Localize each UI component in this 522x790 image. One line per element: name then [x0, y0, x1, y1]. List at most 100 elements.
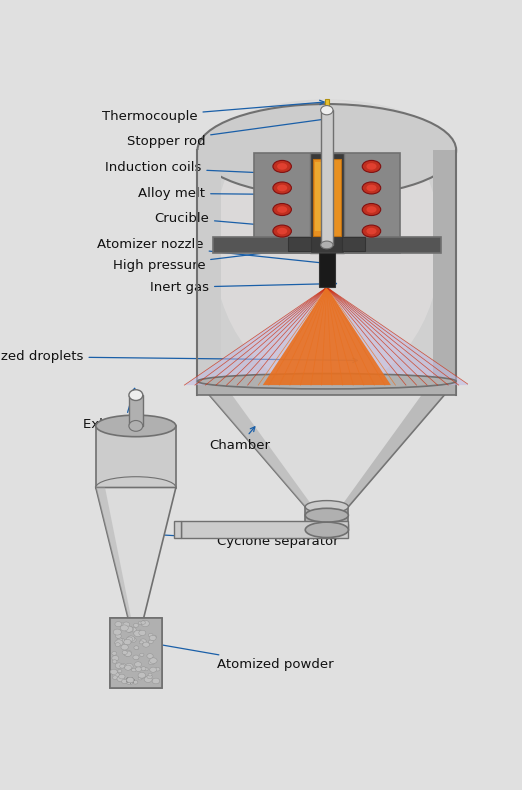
Ellipse shape — [127, 677, 134, 683]
Ellipse shape — [127, 677, 134, 683]
Ellipse shape — [147, 653, 153, 658]
Ellipse shape — [273, 204, 291, 216]
Ellipse shape — [127, 677, 134, 683]
Ellipse shape — [127, 677, 134, 683]
Ellipse shape — [362, 182, 381, 194]
Ellipse shape — [127, 677, 134, 683]
Ellipse shape — [150, 658, 157, 664]
Ellipse shape — [141, 667, 146, 671]
Ellipse shape — [127, 677, 134, 683]
Polygon shape — [263, 288, 391, 385]
Ellipse shape — [273, 182, 291, 194]
Ellipse shape — [127, 677, 134, 683]
Ellipse shape — [366, 228, 376, 235]
Ellipse shape — [112, 656, 119, 660]
Polygon shape — [342, 237, 365, 251]
Ellipse shape — [321, 241, 333, 249]
Ellipse shape — [127, 677, 134, 683]
Ellipse shape — [305, 508, 348, 522]
Ellipse shape — [127, 677, 134, 683]
Ellipse shape — [152, 678, 160, 684]
Ellipse shape — [125, 626, 133, 632]
Text: Thermocouple: Thermocouple — [102, 100, 324, 123]
Ellipse shape — [124, 639, 131, 645]
Ellipse shape — [127, 677, 134, 683]
Ellipse shape — [127, 677, 134, 683]
Polygon shape — [129, 395, 143, 426]
Ellipse shape — [362, 160, 381, 172]
Ellipse shape — [127, 677, 134, 683]
Ellipse shape — [321, 106, 333, 115]
Ellipse shape — [123, 622, 129, 627]
Ellipse shape — [127, 677, 134, 683]
Polygon shape — [96, 487, 176, 619]
Polygon shape — [197, 382, 313, 506]
Polygon shape — [433, 150, 456, 395]
Ellipse shape — [126, 626, 134, 632]
Ellipse shape — [127, 677, 134, 683]
Ellipse shape — [134, 645, 139, 649]
Polygon shape — [208, 150, 446, 395]
Ellipse shape — [127, 677, 134, 683]
Ellipse shape — [112, 660, 117, 664]
Ellipse shape — [138, 672, 146, 678]
Ellipse shape — [135, 656, 138, 660]
Polygon shape — [197, 382, 456, 395]
Ellipse shape — [127, 677, 134, 683]
Ellipse shape — [118, 669, 122, 672]
Ellipse shape — [113, 675, 117, 679]
Text: Atomizer nozzle: Atomizer nozzle — [97, 239, 330, 265]
Ellipse shape — [127, 677, 134, 683]
Ellipse shape — [127, 677, 134, 683]
Ellipse shape — [120, 664, 125, 668]
Ellipse shape — [127, 677, 134, 683]
Ellipse shape — [127, 677, 134, 683]
Polygon shape — [315, 162, 322, 231]
Ellipse shape — [96, 415, 176, 437]
Ellipse shape — [133, 655, 139, 660]
Ellipse shape — [139, 641, 144, 644]
Ellipse shape — [127, 677, 134, 683]
Polygon shape — [110, 619, 162, 688]
Ellipse shape — [277, 163, 287, 170]
Ellipse shape — [127, 677, 134, 683]
Ellipse shape — [127, 677, 134, 683]
Ellipse shape — [127, 677, 134, 683]
Ellipse shape — [127, 677, 134, 683]
Ellipse shape — [155, 668, 160, 671]
Text: Crucible: Crucible — [154, 212, 311, 231]
Ellipse shape — [149, 635, 156, 641]
Ellipse shape — [127, 677, 134, 683]
Ellipse shape — [141, 620, 149, 626]
Ellipse shape — [138, 621, 143, 624]
Ellipse shape — [115, 622, 122, 626]
Ellipse shape — [127, 677, 134, 683]
Ellipse shape — [127, 677, 134, 683]
Ellipse shape — [125, 664, 133, 669]
Ellipse shape — [136, 667, 141, 672]
Ellipse shape — [138, 631, 143, 634]
Ellipse shape — [126, 679, 134, 684]
Text: Atomized powder: Atomized powder — [146, 641, 334, 671]
Ellipse shape — [127, 677, 134, 683]
Ellipse shape — [138, 677, 143, 680]
Ellipse shape — [127, 677, 134, 683]
Ellipse shape — [140, 653, 144, 656]
Ellipse shape — [127, 677, 134, 683]
Ellipse shape — [127, 677, 134, 683]
Ellipse shape — [121, 625, 128, 631]
Ellipse shape — [135, 662, 141, 667]
Ellipse shape — [127, 677, 134, 683]
Ellipse shape — [127, 677, 134, 683]
Ellipse shape — [197, 374, 456, 389]
Polygon shape — [184, 288, 469, 385]
Polygon shape — [197, 150, 221, 395]
Ellipse shape — [127, 677, 134, 683]
Ellipse shape — [127, 677, 134, 683]
Ellipse shape — [126, 637, 133, 641]
Ellipse shape — [127, 677, 134, 683]
Ellipse shape — [366, 185, 376, 191]
Ellipse shape — [121, 664, 126, 668]
Polygon shape — [254, 152, 400, 253]
Ellipse shape — [213, 100, 441, 390]
